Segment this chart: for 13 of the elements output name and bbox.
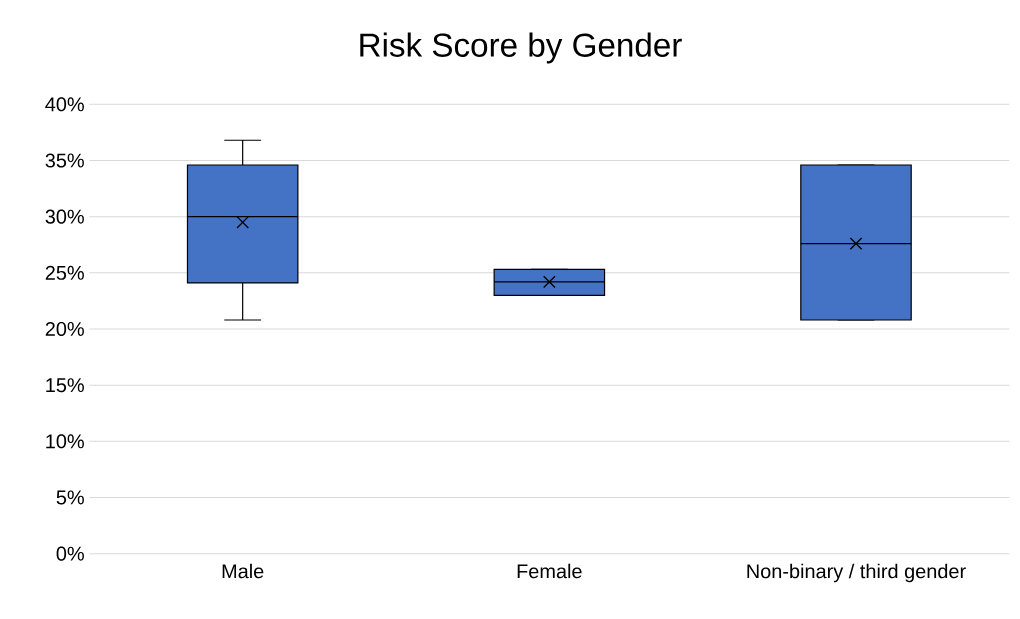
y-tick-label: 0% — [56, 546, 84, 561]
y-tick-label: 5% — [56, 490, 84, 505]
x-tick-label: Male — [222, 563, 264, 579]
y-tick-label: 30% — [45, 209, 84, 224]
x-tick-label: Female — [517, 563, 582, 579]
y-tick-label: 10% — [46, 434, 84, 449]
y-tick-label: 25% — [45, 265, 84, 281]
x-tick-label: Non-binary / third gender — [747, 563, 966, 583]
y-tick-label: 20% — [45, 322, 84, 337]
y-tick-label: 40% — [45, 97, 84, 112]
chart-title: Risk Score by Gender — [360, 32, 682, 64]
y-tick-label: 15% — [46, 378, 84, 393]
y-tick-label: 35% — [45, 153, 84, 168]
